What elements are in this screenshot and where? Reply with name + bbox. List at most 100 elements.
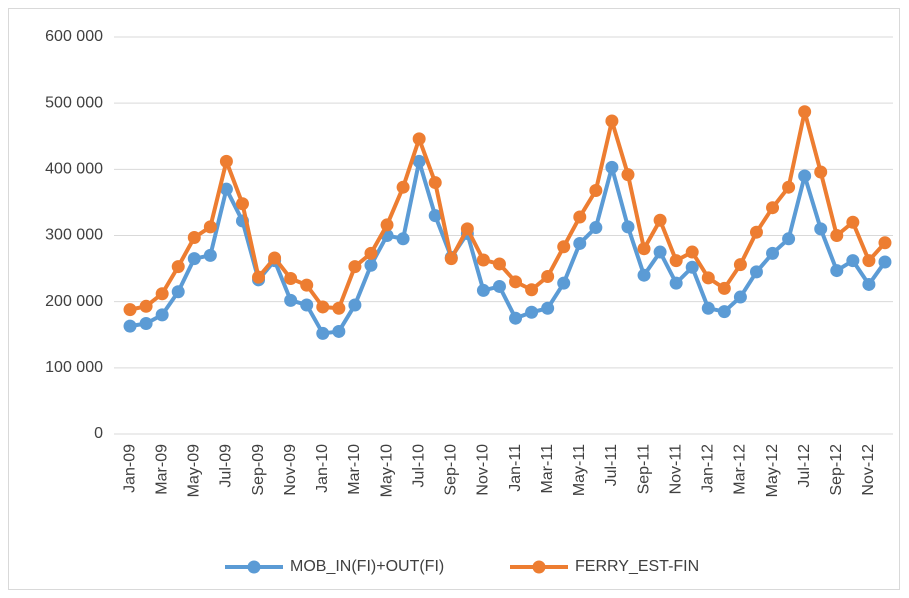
data-point <box>300 278 314 292</box>
data-point <box>798 105 812 119</box>
x-tick-label: Nov-11 <box>667 444 684 494</box>
data-point <box>332 324 346 338</box>
data-point <box>123 319 137 333</box>
data-point <box>701 301 715 315</box>
data-point <box>284 293 298 307</box>
data-point <box>235 197 249 211</box>
data-point <box>573 236 587 250</box>
x-tick-label: Sep-09 <box>250 444 267 496</box>
data-point <box>155 287 169 301</box>
data-point <box>412 154 426 168</box>
data-point <box>782 180 796 194</box>
data-point <box>525 305 539 319</box>
data-point <box>348 260 362 274</box>
data-point <box>862 254 876 268</box>
data-point <box>509 275 523 289</box>
data-point <box>476 253 490 267</box>
data-point <box>332 301 346 315</box>
data-point <box>814 165 828 179</box>
data-point <box>589 184 603 198</box>
x-tick-label: Jan-10 <box>314 444 331 493</box>
data-point <box>733 258 747 272</box>
x-tick-label: May-10 <box>378 444 395 497</box>
x-tick-label: Jul-11 <box>603 444 620 486</box>
data-point <box>541 301 555 315</box>
y-tick-label: 600 000 <box>45 28 103 45</box>
data-point <box>685 245 699 259</box>
data-point <box>219 154 233 168</box>
data-point <box>316 326 330 340</box>
x-tick-label: Sep-10 <box>443 444 460 496</box>
data-point <box>203 220 217 234</box>
data-point <box>171 260 185 274</box>
legend-label: FERRY_EST-FIN <box>575 558 699 575</box>
data-point <box>268 251 282 265</box>
x-tick-label: Jul-09 <box>218 444 235 488</box>
data-point <box>187 252 201 266</box>
data-point <box>878 255 892 269</box>
data-point <box>492 257 506 271</box>
data-point <box>428 209 442 223</box>
data-point <box>589 221 603 235</box>
x-tick-label: Jul-10 <box>410 444 427 488</box>
data-point <box>669 276 683 290</box>
x-tick-label: Mar-09 <box>153 444 170 495</box>
data-point <box>878 236 892 250</box>
data-point <box>782 232 796 246</box>
x-tick-label: Jan-11 <box>507 444 524 492</box>
data-point <box>749 265 763 279</box>
legend-label: MOB_IN(FI)+OUT(FI) <box>290 558 444 575</box>
data-point <box>637 242 651 256</box>
data-point <box>525 283 539 297</box>
data-point <box>300 298 314 312</box>
x-tick-label: Mar-11 <box>539 444 556 494</box>
data-point <box>460 222 474 236</box>
data-point <box>557 276 571 290</box>
data-point <box>476 283 490 297</box>
data-point <box>605 160 619 174</box>
y-tick-label: 400 000 <box>45 161 103 178</box>
data-point <box>717 281 731 295</box>
legend-marker <box>247 560 261 574</box>
legend-marker <box>532 560 546 574</box>
data-point <box>284 272 298 286</box>
data-point <box>846 215 860 229</box>
x-tick-label: Mar-10 <box>346 444 363 495</box>
data-point <box>830 229 844 242</box>
x-tick-label: Sep-11 <box>635 444 652 495</box>
data-point <box>252 270 266 284</box>
data-point <box>557 240 571 254</box>
x-tick-label: May-12 <box>764 444 781 497</box>
x-tick-label: Nov-12 <box>860 444 877 496</box>
data-point <box>573 210 587 224</box>
y-tick-label: 300 000 <box>45 227 103 244</box>
data-point <box>862 277 876 291</box>
x-tick-label: Jan-09 <box>121 444 138 493</box>
data-point <box>396 232 410 246</box>
x-tick-label: Sep-12 <box>828 444 845 496</box>
data-point <box>653 245 667 259</box>
x-tick-label: May-11 <box>571 444 588 496</box>
data-point <box>412 132 426 146</box>
data-point <box>139 317 153 331</box>
data-point <box>380 218 394 232</box>
y-tick-label: 100 000 <box>45 359 103 376</box>
x-tick-label: Nov-09 <box>282 444 299 496</box>
x-tick-label: May-09 <box>186 444 203 497</box>
data-point <box>155 308 169 322</box>
data-point <box>316 300 330 314</box>
y-tick-label: 200 000 <box>45 293 103 310</box>
x-tick-label: Jan-12 <box>700 444 717 493</box>
data-point <box>348 298 362 312</box>
data-point <box>766 246 780 260</box>
data-point <box>637 268 651 282</box>
y-tick-label: 500 000 <box>45 94 103 111</box>
x-tick-label: Mar-12 <box>732 444 749 495</box>
data-point <box>830 264 844 278</box>
data-point <box>653 213 667 227</box>
data-point <box>541 270 555 284</box>
data-point <box>364 246 378 260</box>
data-point <box>139 299 153 313</box>
data-point <box>717 305 731 319</box>
